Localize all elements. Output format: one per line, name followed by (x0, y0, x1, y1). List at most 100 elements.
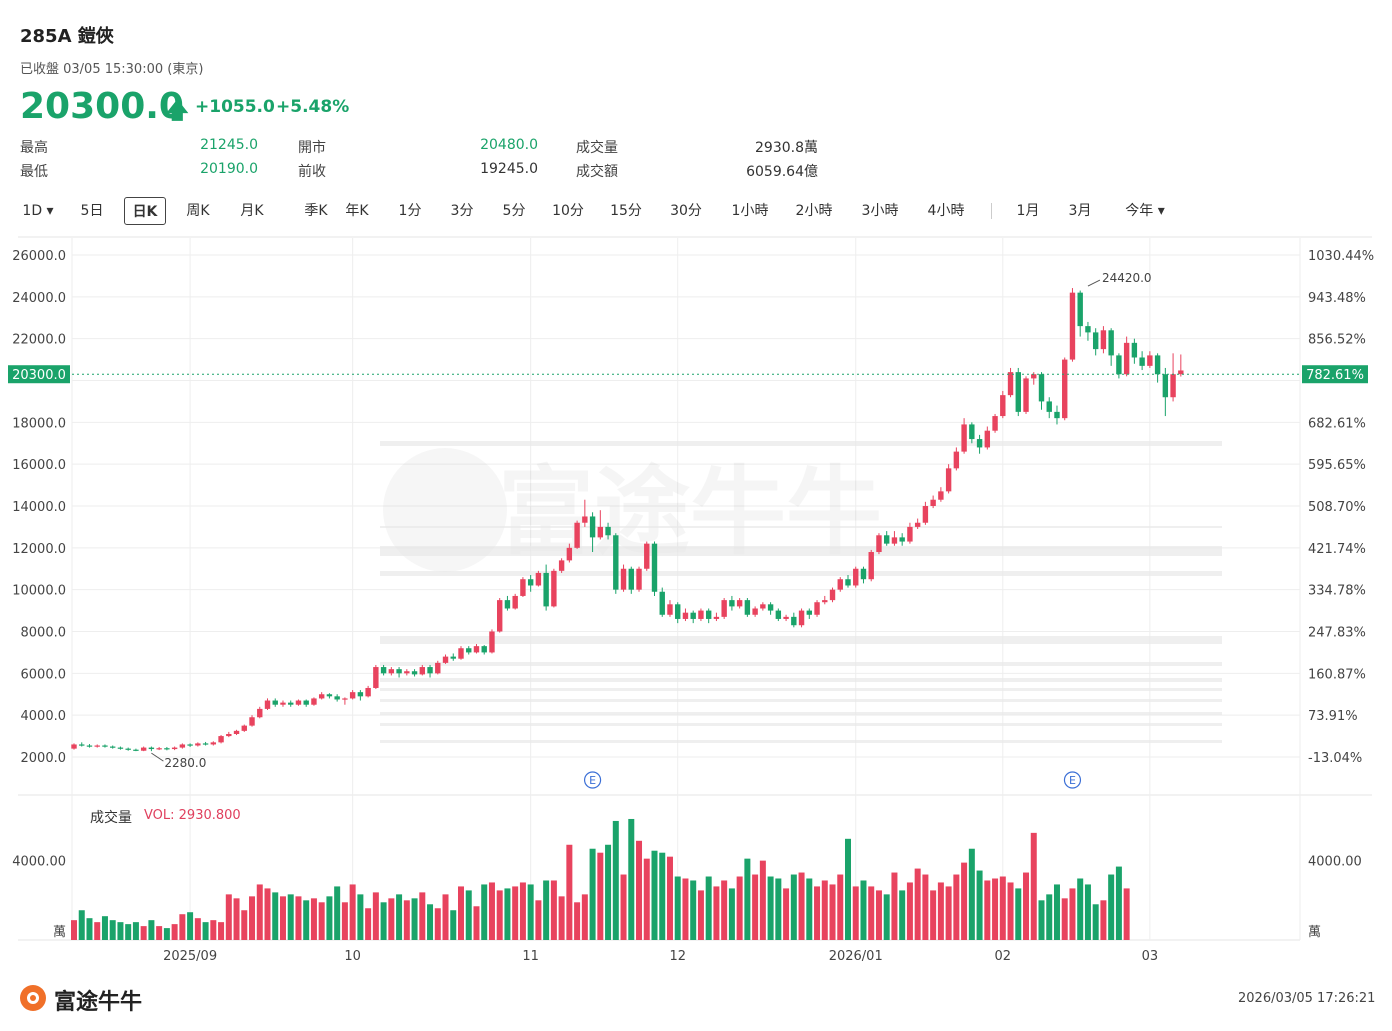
earnings-event-label: E (1069, 774, 1076, 787)
candle-body (945, 468, 952, 492)
x-tick-label: 12 (669, 949, 686, 964)
futu-logo-icon (20, 985, 46, 1011)
volume-bar (218, 922, 225, 940)
up-arrow-icon: 🡅 (166, 99, 189, 124)
candle-body (249, 717, 255, 726)
tab-3[interactable]: 周K (186, 203, 210, 219)
candle-body (775, 610, 782, 619)
candle-body (1007, 372, 1014, 396)
y-pct-label: 856.52% (1308, 333, 1366, 348)
annotation-label: 24420.0 (1102, 271, 1152, 285)
volume-bar (814, 886, 821, 940)
volume-bar (636, 840, 643, 940)
candle-body (489, 631, 495, 653)
volume-bar (1115, 866, 1122, 940)
tab-11[interactable]: 15分 (610, 203, 642, 219)
volume-bar (767, 876, 774, 940)
candle-body (860, 568, 867, 580)
volume-bar (1038, 900, 1045, 940)
candle-body (504, 600, 511, 609)
candle-body (938, 491, 944, 500)
y-tick-label: 24000.0 (12, 291, 66, 306)
volume-bar (1077, 878, 1084, 940)
volume-bar (303, 900, 310, 940)
candle-body (922, 506, 929, 523)
candle-body (195, 743, 201, 746)
tab-7[interactable]: 1分 (398, 203, 422, 219)
volume-value: VOL: 2930.800 (144, 808, 241, 823)
tab-1[interactable]: 5日 (80, 203, 104, 219)
candle-body (822, 600, 828, 603)
x-tick-label: 11 (522, 949, 539, 964)
volume-bar (589, 848, 596, 940)
tab-0[interactable]: 1D ▾ (22, 203, 54, 219)
candle-body (628, 568, 634, 590)
volume-profile-bar (380, 688, 1222, 691)
tab-12[interactable]: 30分 (670, 203, 702, 219)
x-tick-label: 03 (1142, 949, 1159, 964)
volume-bar (705, 876, 712, 940)
volume-bar (380, 902, 387, 940)
volume-unit-label-right: 萬 (1308, 925, 1321, 940)
candle-body (806, 610, 812, 615)
candle-body (458, 648, 464, 659)
tab-17[interactable]: 1月 (1016, 203, 1040, 219)
candle-body (79, 744, 85, 746)
tab-16[interactable]: 4小時 (927, 203, 965, 219)
tab-10[interactable]: 10分 (552, 203, 584, 219)
volume-tick-label-right: 4000.00 (1308, 855, 1362, 870)
tab-19[interactable]: 今年 ▾ (1125, 203, 1165, 219)
candle-body (342, 698, 348, 700)
tab-18[interactable]: 3月 (1068, 203, 1092, 219)
candle-body (102, 745, 108, 747)
volume-bar (674, 876, 681, 940)
y-tick-label: 22000.0 (12, 333, 66, 348)
tab-4[interactable]: 月K (240, 203, 264, 219)
volume-unit-label: 萬 (53, 925, 66, 940)
stat-value: 6059.64億 (746, 164, 818, 180)
volume-bar (558, 896, 565, 940)
tab-9[interactable]: 5分 (502, 203, 526, 219)
volume-bar (140, 926, 147, 940)
volume-bar (937, 882, 944, 940)
volume-bar (945, 886, 952, 940)
candle-body (760, 604, 766, 609)
stat-label: 成交量 (576, 140, 618, 156)
volume-bar (574, 902, 581, 940)
candle-body (1116, 355, 1122, 375)
candle-body (1108, 330, 1114, 356)
tab-5[interactable]: 季K (304, 203, 328, 219)
candle-body (497, 600, 503, 632)
volume-profile-bar (380, 740, 1222, 743)
candle-body (1062, 359, 1068, 419)
volume-bar (868, 886, 875, 940)
candle-body (272, 700, 278, 705)
volume-profile-bar (380, 546, 1222, 556)
candle-body (1015, 372, 1021, 412)
candle-body (71, 744, 77, 749)
y-pct-label: 73.91% (1308, 709, 1358, 724)
candle-body (164, 748, 170, 750)
tab-6[interactable]: 年K (345, 203, 369, 219)
candle-body (295, 700, 302, 705)
tab-13[interactable]: 1小時 (731, 203, 769, 219)
volume-bar (71, 920, 77, 940)
price-change: +1055.0 (195, 97, 275, 117)
candle-body (257, 708, 263, 718)
candle-body (326, 694, 333, 697)
annotation-label: 2280.0 (164, 756, 206, 770)
candle-body (659, 591, 665, 615)
candle-body (891, 537, 898, 544)
y-pct-label: 421.74% (1308, 542, 1366, 557)
volume-bar (1015, 888, 1022, 940)
volume-bar (233, 898, 240, 940)
candle-body (466, 648, 472, 653)
tab-2[interactable]: 日K (124, 197, 166, 225)
tab-14[interactable]: 2小時 (795, 203, 833, 219)
volume-bar (1084, 884, 1091, 940)
volume-bar (620, 874, 627, 940)
tab-15[interactable]: 3小時 (861, 203, 899, 219)
candle-body (558, 560, 565, 571)
current-pct-tag (1302, 365, 1368, 384)
tab-8[interactable]: 3分 (450, 203, 474, 219)
